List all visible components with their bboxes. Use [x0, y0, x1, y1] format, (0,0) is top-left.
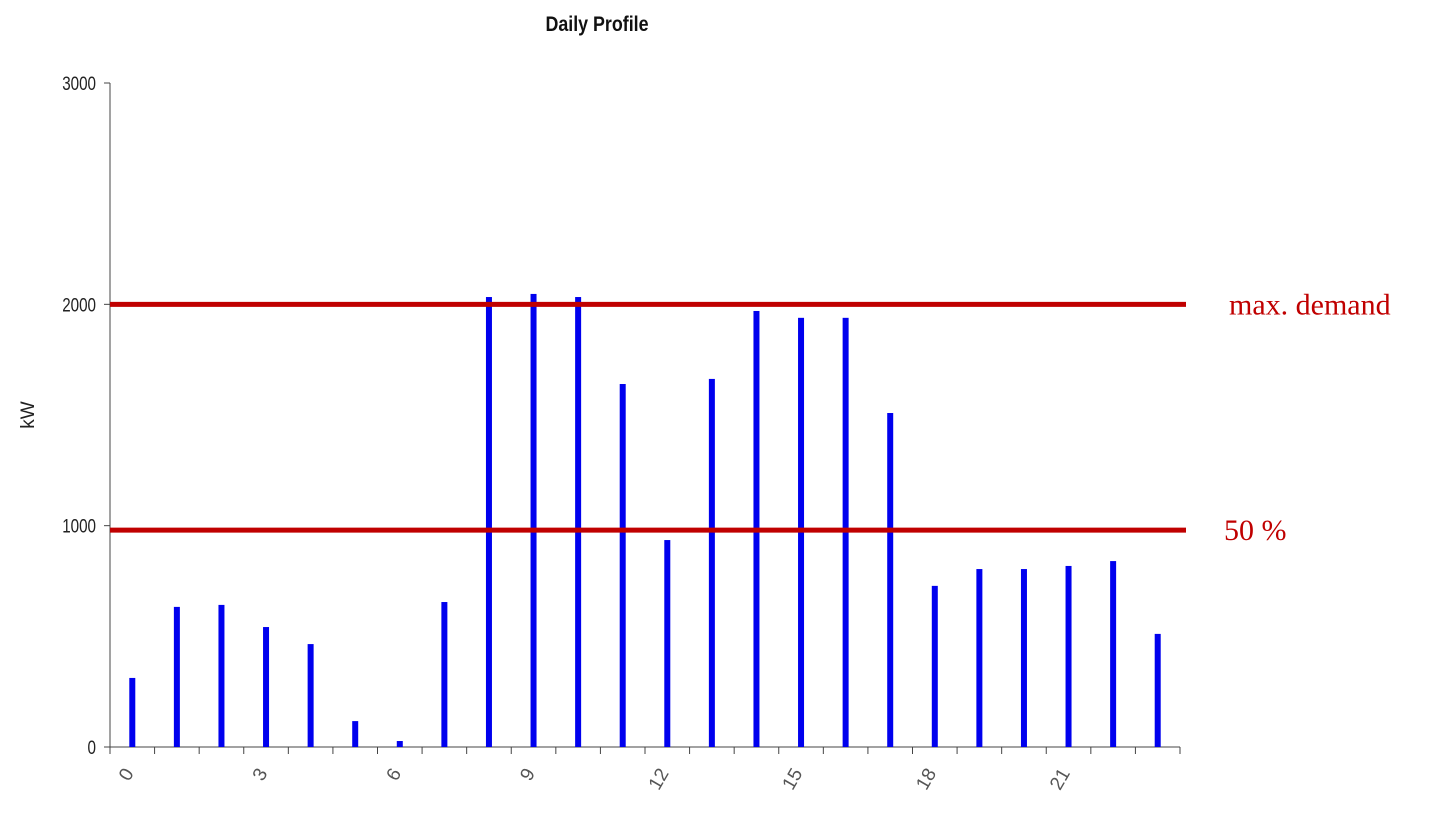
- bar: [263, 627, 270, 747]
- bar: [352, 721, 359, 747]
- y-tick-label: 3000: [62, 72, 96, 94]
- y-axis-label: kW: [18, 401, 39, 429]
- bar: [129, 677, 136, 747]
- bar: [708, 378, 715, 747]
- x-tick-label: 18: [912, 765, 941, 794]
- bar: [931, 585, 938, 747]
- bar: [173, 606, 180, 747]
- y-tick-label: 1000: [62, 515, 96, 537]
- bar: [1065, 565, 1072, 747]
- bar: [976, 569, 983, 747]
- bar: [396, 741, 403, 747]
- x-tick-label: 3: [249, 765, 272, 785]
- bar: [1020, 569, 1027, 747]
- x-tick-label: 21: [1046, 765, 1075, 794]
- x-tick-label: 12: [645, 765, 674, 794]
- bar: [218, 604, 225, 747]
- bar: [1154, 633, 1161, 747]
- x-tick-label: 9: [516, 765, 539, 785]
- bar: [619, 384, 626, 747]
- x-tick-label: 15: [779, 765, 808, 794]
- annotation: 50 %: [1224, 514, 1287, 547]
- y-tick-label: 2000: [62, 294, 96, 316]
- bar: [887, 413, 894, 747]
- bar: [1110, 561, 1117, 747]
- bar: [485, 297, 492, 747]
- x-tick-label: 0: [115, 765, 138, 785]
- annotation: max. demand: [1229, 288, 1391, 321]
- bar: [530, 293, 537, 747]
- bar: [441, 602, 448, 747]
- chart-title: Daily Profile: [545, 13, 648, 37]
- bar: [307, 644, 314, 747]
- bar: [575, 297, 582, 747]
- x-tick-label: 6: [383, 765, 406, 785]
- bar: [664, 540, 671, 747]
- y-tick-label: 0: [88, 736, 96, 758]
